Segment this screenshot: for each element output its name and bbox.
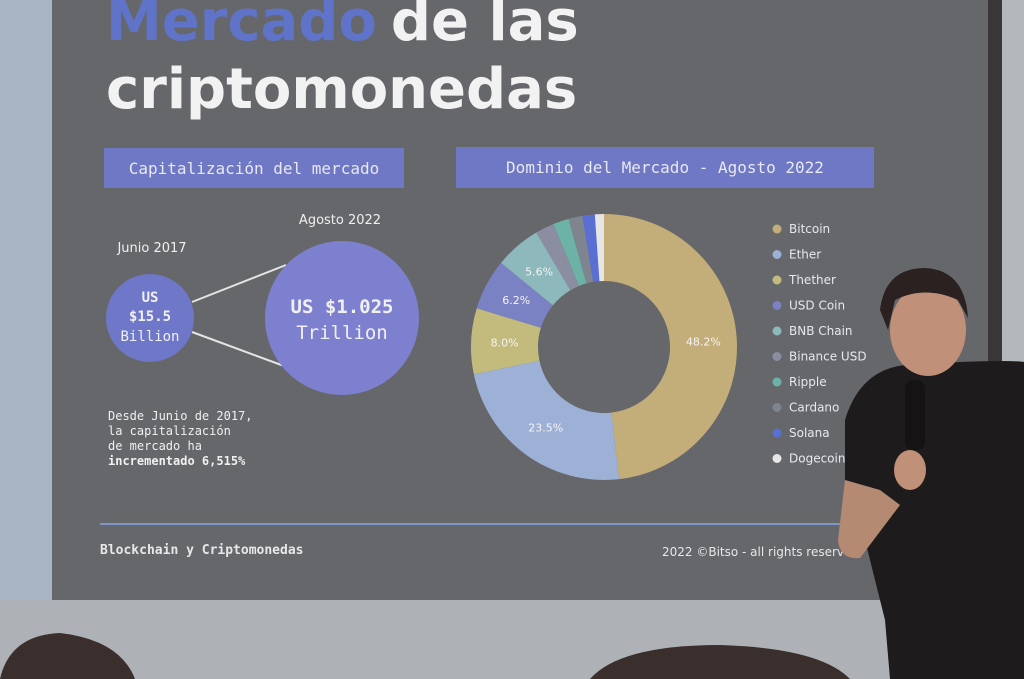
- person: [0, 268, 1024, 679]
- note-line: incrementado 6,515%: [108, 454, 246, 468]
- slice: [594, 214, 604, 282]
- before-line2: $15.5: [129, 309, 171, 325]
- slice: [568, 215, 594, 284]
- donut-chart: 48.2% Bitcoin 23.5% Ether 8.0% Thether 6.2% USD…: [471, 214, 867, 480]
- hair: [880, 268, 968, 330]
- legend-swatch: [772, 403, 782, 412]
- legend-swatch: [772, 326, 782, 336]
- microphone: [905, 380, 925, 450]
- slice: [471, 308, 541, 375]
- title: Mercado de las: [106, 0, 579, 54]
- legend-label: BNB Chain: [789, 324, 853, 338]
- after-line2: Trillion: [296, 322, 388, 344]
- footer-right: 2022 ©Bitso - all rights reserv: [662, 545, 844, 559]
- chair: [0, 633, 135, 679]
- after-line1: US $1.025: [291, 296, 394, 318]
- slice: [536, 223, 579, 291]
- title-line2: criptomonedas: [106, 57, 577, 122]
- legend-label: Thether: [788, 273, 836, 287]
- before-line3: Billion: [120, 329, 179, 345]
- footer-left: Blockchain y Criptomonedas: [100, 543, 304, 558]
- note-line: la capitalización: [108, 424, 231, 438]
- slice: [604, 214, 737, 480]
- note-line: Desde Junio de 2017,: [108, 409, 253, 423]
- connector: [191, 264, 287, 303]
- date-after: Agosto 2022: [299, 213, 381, 228]
- value-label: 6.2%: [502, 294, 530, 307]
- title-highlight: Mercado: [106, 0, 377, 54]
- arm: [838, 480, 900, 559]
- value-label: 23.5%: [528, 422, 563, 435]
- legend-label: Bitcoin: [789, 222, 830, 236]
- screen-edge: [0, 0, 52, 600]
- slice: [553, 218, 587, 286]
- note-line: de mercado ha: [108, 439, 202, 453]
- legend-swatch: [772, 275, 782, 285]
- circle-after: [265, 241, 419, 395]
- date-before: Junio 2017: [116, 241, 186, 256]
- connector: [191, 331, 285, 367]
- legend-label: Solana: [789, 426, 830, 440]
- face: [890, 284, 966, 376]
- value-label: 8.0%: [491, 337, 519, 350]
- legend-swatch: [772, 352, 782, 361]
- legend-swatch: [772, 428, 782, 438]
- slice: [500, 232, 571, 306]
- legend-label: USD Coin: [789, 299, 845, 313]
- screen-frame: [988, 0, 1002, 370]
- before-line1: US: [142, 290, 159, 306]
- legend-swatch: [772, 301, 782, 310]
- slice: [582, 214, 600, 282]
- slice: [476, 262, 553, 328]
- value-label: 48.2%: [686, 335, 721, 348]
- chair: [590, 645, 850, 679]
- shirt: [845, 361, 1024, 679]
- legend-label: Cardano: [789, 401, 839, 415]
- legend-swatch: [772, 454, 782, 463]
- slice: [473, 360, 620, 480]
- hand: [894, 450, 926, 490]
- wall-lower: [0, 600, 1024, 679]
- legend-label: Ripple: [789, 375, 827, 389]
- title-rest: de las: [391, 0, 579, 54]
- value-label: 5.6%: [525, 266, 553, 279]
- legend-label: Dogecoin: [789, 452, 845, 466]
- note: Desde Junio de 2017,la capitalizaciónde …: [108, 409, 253, 468]
- chart-header-box: [456, 147, 874, 188]
- left-header: Capitalización del mercado: [129, 159, 379, 178]
- legend-swatch: [772, 224, 782, 234]
- legend-swatch: [772, 377, 782, 387]
- legend-label: Binance USD: [789, 350, 867, 364]
- circle-before: [106, 274, 194, 362]
- chart-title: Dominio del Mercado - Agosto 2022: [506, 158, 824, 177]
- legend-swatch: [772, 250, 782, 259]
- legend-label: Ether: [789, 248, 821, 262]
- left-header-box: [104, 148, 404, 188]
